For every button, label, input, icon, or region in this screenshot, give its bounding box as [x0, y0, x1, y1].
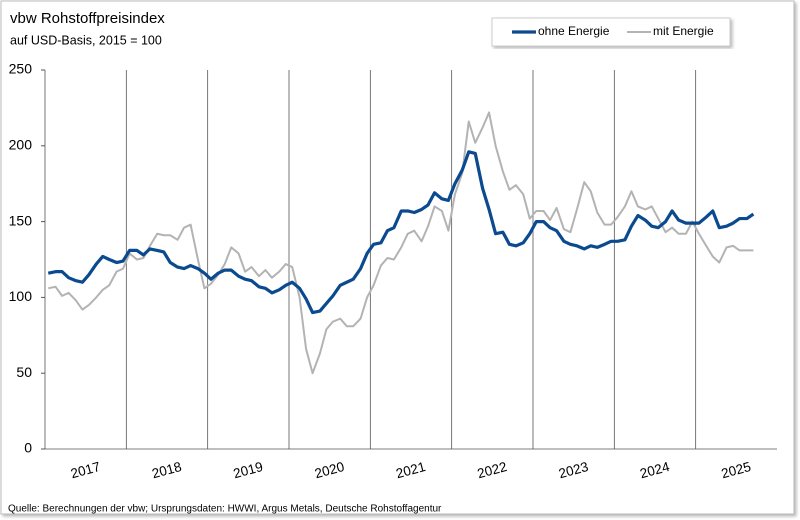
- y-tick-label: 50: [16, 364, 32, 380]
- series-line: [48, 111, 754, 375]
- y-tick-label: 250: [9, 61, 33, 77]
- y-tick-label: 200: [9, 137, 33, 153]
- y-tick-label: 0: [24, 440, 32, 456]
- legend-label: ohne Energie: [538, 24, 610, 38]
- series-line: [47, 150, 755, 315]
- y-tick-label: 150: [9, 212, 33, 228]
- source-note: Quelle: Berechnungen der vbw; Ursprungsd…: [8, 504, 442, 515]
- chart-title: vbw Rohstoffpreisindex: [10, 10, 165, 27]
- chart-subtitle: auf USD-Basis, 2015 = 100: [10, 33, 162, 47]
- y-tick-label: 100: [9, 288, 33, 304]
- legend-label: mit Energie: [653, 24, 714, 38]
